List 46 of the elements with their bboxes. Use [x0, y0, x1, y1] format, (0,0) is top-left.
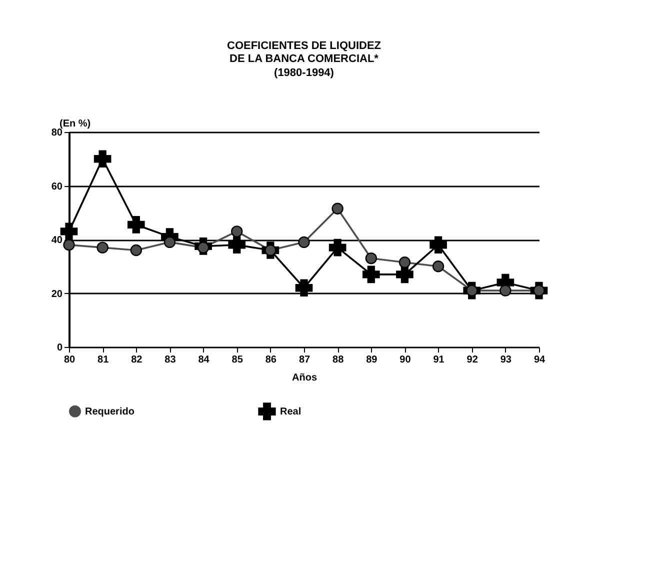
x-tick-label: 92	[466, 354, 478, 366]
point	[430, 236, 447, 254]
point	[432, 260, 444, 272]
x-tick-label: 89	[366, 354, 378, 366]
y-tick-label: 60	[51, 181, 63, 192]
point	[362, 266, 380, 284]
x-tick-label: 94	[534, 354, 546, 366]
chart-subtitle: (1980-1994)	[274, 67, 334, 79]
x-tick-label: 83	[164, 354, 176, 366]
y-axis-title: (En %)	[60, 118, 91, 130]
point	[328, 238, 346, 256]
point	[332, 202, 344, 214]
y-tick-label: 80	[51, 128, 63, 138]
legend-label: Real	[280, 406, 302, 418]
x-tick-label: 81	[98, 354, 110, 366]
x-tick-label: 86	[265, 354, 277, 366]
point	[94, 150, 112, 168]
point	[231, 226, 243, 238]
x-tick-label: 82	[131, 354, 143, 366]
point	[127, 216, 145, 234]
point	[63, 239, 75, 251]
y-tick-label: 20	[51, 288, 63, 300]
chart-title: COEFICIENTES DE LIQUIDEZ DE LA BANCA COMERCIAL*	[226, 40, 382, 65]
point	[60, 222, 78, 240]
y-tick-label: 0	[56, 342, 63, 354]
point	[365, 252, 377, 264]
point	[164, 236, 176, 248]
x-axis-title: Años	[292, 372, 318, 384]
y-tick-label: 40	[51, 235, 63, 246]
point	[298, 236, 310, 248]
x-tick-label: 85	[232, 354, 244, 366]
point	[396, 266, 414, 284]
x-tick-label: 91	[433, 354, 445, 366]
point	[228, 236, 246, 254]
x-tick-label: 80	[64, 354, 76, 366]
x-tick-label: 90	[400, 354, 412, 366]
x-tick-label: 88	[332, 354, 344, 366]
x-tick-label: 87	[298, 354, 310, 366]
x-tick-label: 93	[500, 354, 512, 366]
point	[398, 256, 411, 268]
legend-label: Requerido	[85, 406, 134, 418]
point	[295, 279, 313, 297]
point	[96, 242, 108, 254]
point	[130, 244, 142, 256]
point	[500, 284, 512, 296]
x-tick-label: 84	[198, 354, 210, 366]
